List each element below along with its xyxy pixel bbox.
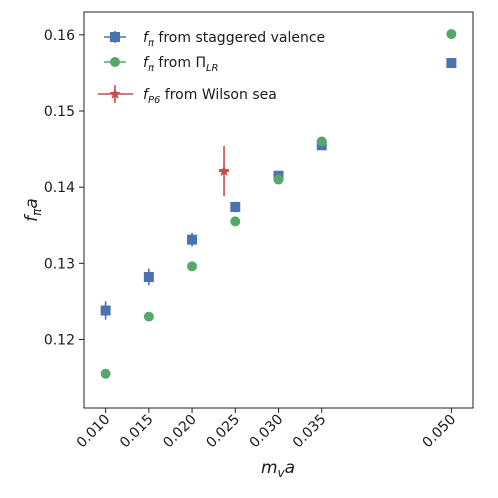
data-point-circle bbox=[187, 261, 198, 272]
legend-item-staggered: fπ from staggered valence bbox=[104, 30, 325, 49]
data-point-circle bbox=[143, 311, 154, 322]
data-point-square bbox=[143, 272, 154, 283]
data-point-square bbox=[100, 305, 111, 316]
y-tick-label: 0.14 bbox=[44, 180, 75, 196]
legend-marker-star bbox=[109, 88, 121, 99]
y-axis-label: fπa bbox=[22, 198, 44, 222]
legend: fπ from staggered valence fπ from ΠLR fP… bbox=[98, 30, 325, 106]
data-point-circle bbox=[100, 368, 111, 379]
data-point-circle bbox=[316, 136, 327, 147]
legend-marker-square bbox=[110, 32, 120, 42]
data-point-circle bbox=[446, 29, 457, 40]
x-tick-label: 0.025 bbox=[203, 412, 243, 452]
x-tick-label: 0.020 bbox=[160, 412, 200, 452]
legend-label-wilson: fP6 from Wilson sea bbox=[143, 87, 277, 106]
x-tick-label: 0.050 bbox=[420, 412, 460, 452]
y-tick-label: 0.16 bbox=[44, 28, 75, 44]
data-point-star bbox=[218, 165, 230, 177]
data-points bbox=[100, 29, 457, 379]
data-point-square bbox=[446, 58, 457, 69]
legend-label-staggered: fπ from staggered valence bbox=[143, 30, 325, 49]
y-tick-label: 0.12 bbox=[44, 332, 75, 348]
x-tick-label: 0.010 bbox=[74, 412, 114, 452]
data-point-circle bbox=[230, 216, 241, 227]
legend-item-wilson: fP6 from Wilson sea bbox=[98, 85, 277, 106]
plot-frame bbox=[83, 11, 474, 409]
x-axis: 0.010 0.015 0.020 0.025 0.030 0.035 0.050 bbox=[74, 408, 459, 451]
x-tick-label: 0.030 bbox=[247, 412, 287, 452]
y-axis: 0.12 0.13 0.14 0.15 0.16 bbox=[44, 28, 84, 348]
x-axis-label: mva bbox=[261, 458, 295, 480]
legend-label-pilr: fπ from ΠLR bbox=[143, 55, 219, 74]
y-tick-label: 0.13 bbox=[44, 256, 75, 272]
data-point-square bbox=[187, 234, 198, 245]
legend-item-pilr: fπ from ΠLR bbox=[104, 55, 219, 74]
y-tick-label: 0.15 bbox=[44, 104, 75, 120]
x-tick-label: 0.015 bbox=[117, 412, 157, 452]
legend-marker-circle bbox=[110, 57, 120, 67]
data-point-square bbox=[230, 201, 241, 212]
data-point-circle bbox=[273, 174, 284, 185]
x-tick-label: 0.035 bbox=[290, 412, 330, 452]
